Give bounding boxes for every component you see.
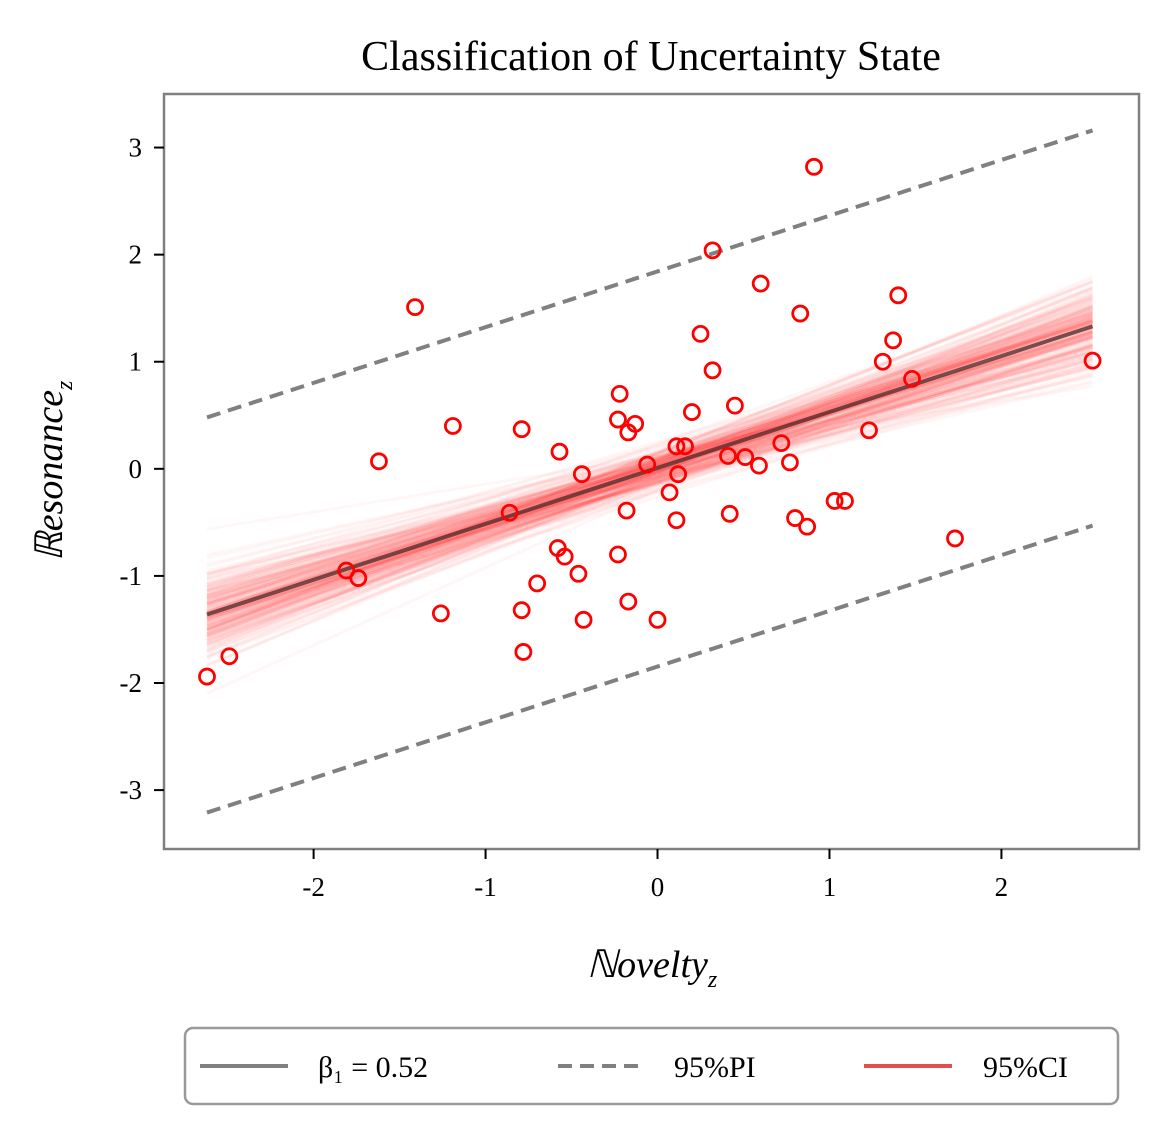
data-point	[667, 511, 686, 530]
data-point	[725, 396, 744, 415]
data-point	[512, 420, 531, 439]
y-tick-label: 1	[129, 347, 143, 377]
prediction-interval-lines	[206, 128, 1094, 815]
x-tick-label: -1	[474, 872, 497, 902]
data-point	[884, 331, 903, 350]
data-point	[781, 453, 799, 472]
data-point	[443, 417, 462, 435]
data-point	[720, 504, 739, 523]
data-point	[572, 465, 591, 484]
data-point	[825, 492, 844, 510]
x-tick-label: 1	[823, 872, 837, 902]
data-point	[703, 361, 722, 380]
x-axis-label-main: ℕovelty	[587, 944, 708, 986]
data-point	[349, 569, 368, 587]
plot-frame	[162, 92, 1141, 851]
data-point	[550, 442, 569, 461]
y-axis-label-main: ℝesonance	[29, 390, 71, 562]
data-point	[860, 421, 878, 440]
ci-sample-line	[207, 277, 1093, 650]
ci-band	[207, 277, 1093, 694]
data-point	[946, 529, 964, 548]
pi-lower-line	[206, 523, 1094, 815]
data-point	[703, 241, 722, 260]
chart-title: Classification of Uncertainty State	[361, 34, 941, 80]
data-point	[736, 448, 755, 466]
data-point	[406, 298, 424, 317]
data-point	[610, 384, 629, 403]
data-point	[719, 447, 737, 465]
y-axis-label-subscript: z	[52, 380, 78, 391]
data-point	[750, 456, 768, 475]
data-point	[555, 547, 574, 566]
data-point	[669, 465, 688, 484]
legend: β₁ = 0.52 95%PI 95%CI	[183, 1026, 1120, 1106]
data-point	[648, 610, 667, 629]
legend-fit-line-label: β₁ = 0.52	[318, 1051, 428, 1084]
data-point	[617, 501, 636, 520]
x-axis-ticks: -2 -1 0 1 2	[302, 849, 1008, 902]
data-point	[683, 403, 701, 421]
data-point	[528, 574, 547, 593]
data-point	[798, 517, 817, 536]
data-point	[431, 604, 450, 623]
data-point	[626, 414, 645, 433]
ci-sample-line	[207, 294, 1093, 693]
data-point	[370, 452, 388, 471]
data-point	[198, 667, 216, 686]
data-point	[836, 492, 854, 510]
data-point	[514, 643, 533, 661]
y-tick-label: 0	[129, 454, 143, 484]
pi-upper-line	[206, 128, 1094, 420]
x-tick-label: 0	[651, 872, 665, 902]
data-point	[660, 483, 679, 502]
y-tick-label: -3	[120, 775, 143, 805]
data-point	[619, 592, 638, 611]
data-point	[791, 304, 810, 323]
legend-box	[183, 1026, 1120, 1106]
data-point	[609, 410, 627, 429]
data-points	[198, 157, 1102, 686]
y-axis-label: ℝesonancez	[29, 380, 78, 561]
data-point	[638, 455, 657, 474]
legend-pi-label: 95%PI	[674, 1051, 756, 1084]
data-point	[873, 352, 892, 371]
y-tick-label: 3	[129, 133, 143, 163]
data-point	[786, 509, 804, 527]
y-tick-label: 2	[129, 240, 143, 270]
data-point	[903, 369, 921, 388]
data-point	[569, 564, 588, 583]
data-point	[676, 437, 694, 456]
data-point	[512, 601, 531, 620]
ci-sample-line	[207, 296, 1093, 657]
y-tick-label: -2	[120, 668, 143, 698]
data-point	[574, 610, 593, 629]
x-axis-label-subscript: z	[707, 967, 718, 993]
data-point	[751, 274, 770, 293]
data-point	[805, 157, 823, 176]
ci-sample-line	[207, 377, 1093, 580]
data-point	[889, 286, 908, 305]
x-tick-label: -2	[302, 872, 325, 902]
y-axis-ticks: -3 -2 -1 0 1 2 3	[120, 133, 164, 805]
data-point	[609, 545, 627, 564]
legend-ci-label: 95%CI	[983, 1051, 1068, 1084]
data-point	[691, 324, 710, 343]
data-point	[1083, 351, 1102, 370]
x-axis-label: ℕoveltyz	[587, 944, 718, 993]
data-point	[667, 437, 686, 456]
data-point	[500, 503, 519, 522]
x-tick-label: 2	[995, 872, 1009, 902]
data-point	[772, 434, 791, 453]
data-point	[220, 647, 239, 666]
ci-sample-line	[207, 306, 1093, 664]
y-tick-label: -1	[120, 561, 143, 591]
